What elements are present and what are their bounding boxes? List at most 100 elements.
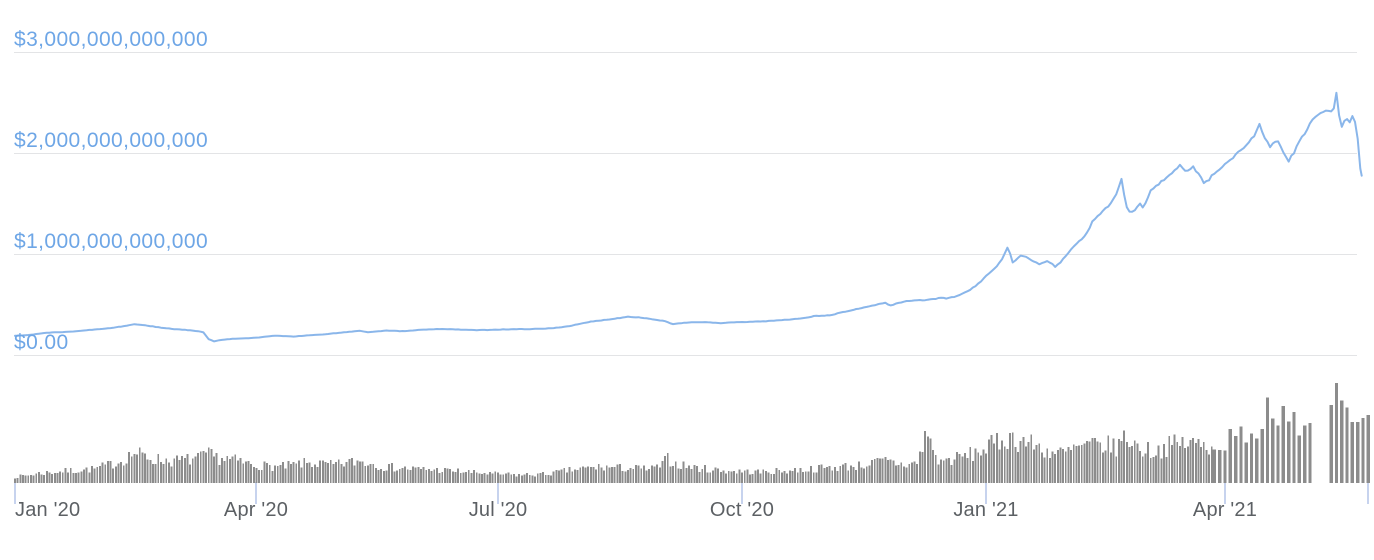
volume-bar[interactable] <box>990 435 993 483</box>
volume-bar[interactable] <box>120 461 123 483</box>
volume-bar[interactable] <box>1239 426 1243 483</box>
volume-bar[interactable] <box>1212 449 1217 483</box>
volume-bar[interactable] <box>884 456 887 483</box>
volume-bar[interactable] <box>775 468 778 483</box>
volume-bar[interactable] <box>1189 440 1192 483</box>
volume-bar[interactable] <box>865 466 868 483</box>
volume-bar[interactable] <box>579 467 582 483</box>
volume-bar[interactable] <box>1062 448 1065 483</box>
volume-bar[interactable] <box>823 468 826 483</box>
volume-bar[interactable] <box>804 471 807 483</box>
volume-bar[interactable] <box>910 462 913 483</box>
volume-bar[interactable] <box>144 453 146 483</box>
volume-bar[interactable] <box>274 465 276 483</box>
volume-bar[interactable] <box>1271 418 1275 483</box>
volume-bar[interactable] <box>146 459 149 483</box>
volume-bar[interactable] <box>595 469 598 483</box>
volume-bar[interactable] <box>560 469 563 484</box>
volume-bar[interactable] <box>446 468 449 483</box>
volume-bar[interactable] <box>83 469 85 483</box>
volume-bar[interactable] <box>833 467 836 483</box>
volume-bar[interactable] <box>64 468 67 483</box>
volume-bar[interactable] <box>494 471 497 483</box>
volume-bar[interactable] <box>600 467 603 483</box>
volume-bar[interactable] <box>682 461 685 483</box>
volume-bar[interactable] <box>165 458 168 483</box>
volume-bar[interactable] <box>1056 450 1059 483</box>
volume-bar[interactable] <box>252 466 255 483</box>
volume-bar[interactable] <box>887 460 889 483</box>
volume-bar[interactable] <box>59 471 62 483</box>
volume-bar[interactable] <box>603 470 606 483</box>
volume-bar[interactable] <box>1308 422 1312 483</box>
volume-bar[interactable] <box>1197 439 1200 483</box>
volume-bar[interactable] <box>1173 434 1176 483</box>
volume-bar[interactable] <box>523 474 526 483</box>
volume-bar[interactable] <box>75 472 77 483</box>
volume-bar[interactable] <box>356 460 359 483</box>
volume-bar[interactable] <box>1139 450 1142 483</box>
volume-bar[interactable] <box>133 454 136 483</box>
volume-bar[interactable] <box>260 470 263 483</box>
volume-bar[interactable] <box>1017 452 1019 483</box>
volume-bar[interactable] <box>300 467 303 483</box>
volume-bar[interactable] <box>1356 421 1360 483</box>
volume-bar[interactable] <box>1210 446 1213 483</box>
volume-bar[interactable] <box>534 476 537 483</box>
volume-bar[interactable] <box>794 468 797 483</box>
volume-bar[interactable] <box>1009 432 1012 483</box>
volume-bar[interactable] <box>995 433 998 483</box>
volume-bar[interactable] <box>1083 443 1086 483</box>
volume-bar[interactable] <box>1366 414 1370 483</box>
volume-bar[interactable] <box>637 465 640 483</box>
volume-bar[interactable] <box>1003 446 1006 483</box>
volume-bar[interactable] <box>305 462 308 483</box>
volume-bar[interactable] <box>520 475 523 483</box>
volume-bar[interactable] <box>483 473 486 483</box>
volume-bar[interactable] <box>502 474 505 483</box>
volume-bar[interactable] <box>1101 452 1104 483</box>
volume-bar[interactable] <box>398 468 401 483</box>
volume-bar[interactable] <box>173 458 176 483</box>
volume-bar[interactable] <box>844 463 847 483</box>
volume-bar[interactable] <box>677 468 680 483</box>
volume-bar[interactable] <box>871 460 874 483</box>
volume-bar[interactable] <box>1350 422 1355 483</box>
volume-bar[interactable] <box>868 465 871 483</box>
volume-bar[interactable] <box>895 465 897 483</box>
volume-bar[interactable] <box>974 448 977 483</box>
volume-bar[interactable] <box>1025 446 1027 483</box>
volume-bar[interactable] <box>1205 450 1208 483</box>
volume-bar[interactable] <box>526 473 529 483</box>
volume-bar[interactable] <box>672 465 675 483</box>
volume-bar[interactable] <box>308 462 311 483</box>
volume-bar[interactable] <box>515 476 518 483</box>
volume-bar[interactable] <box>48 472 51 483</box>
volume-bar[interactable] <box>157 454 160 483</box>
volume-bar[interactable] <box>852 467 855 483</box>
volume-bar[interactable] <box>658 467 661 483</box>
volume-bar[interactable] <box>287 461 290 483</box>
volume-bar[interactable] <box>571 471 574 483</box>
volume-bar[interactable] <box>359 461 361 483</box>
volume-bar[interactable] <box>22 475 24 483</box>
volume-bar[interactable] <box>759 473 762 483</box>
volume-bar[interactable] <box>772 473 775 483</box>
volume-bar[interactable] <box>531 475 534 483</box>
volume-bar[interactable] <box>178 459 181 483</box>
volume-bar[interactable] <box>587 466 590 483</box>
volume-bar[interactable] <box>433 469 436 483</box>
volume-bar[interactable] <box>940 459 943 483</box>
volume-bar[interactable] <box>605 465 608 483</box>
volume-bar[interactable] <box>908 464 911 483</box>
volume-bar[interactable] <box>985 453 988 483</box>
volume-bar[interactable] <box>393 471 396 483</box>
volume-bar[interactable] <box>820 464 823 483</box>
volume-bar[interactable] <box>987 439 990 483</box>
volume-bar[interactable] <box>1178 446 1181 483</box>
volume-bar[interactable] <box>228 458 231 483</box>
volume-bar[interactable] <box>1133 440 1136 483</box>
volume-bar[interactable] <box>783 470 786 483</box>
volume-bar[interactable] <box>1104 450 1107 483</box>
volume-bar[interactable] <box>640 468 643 483</box>
